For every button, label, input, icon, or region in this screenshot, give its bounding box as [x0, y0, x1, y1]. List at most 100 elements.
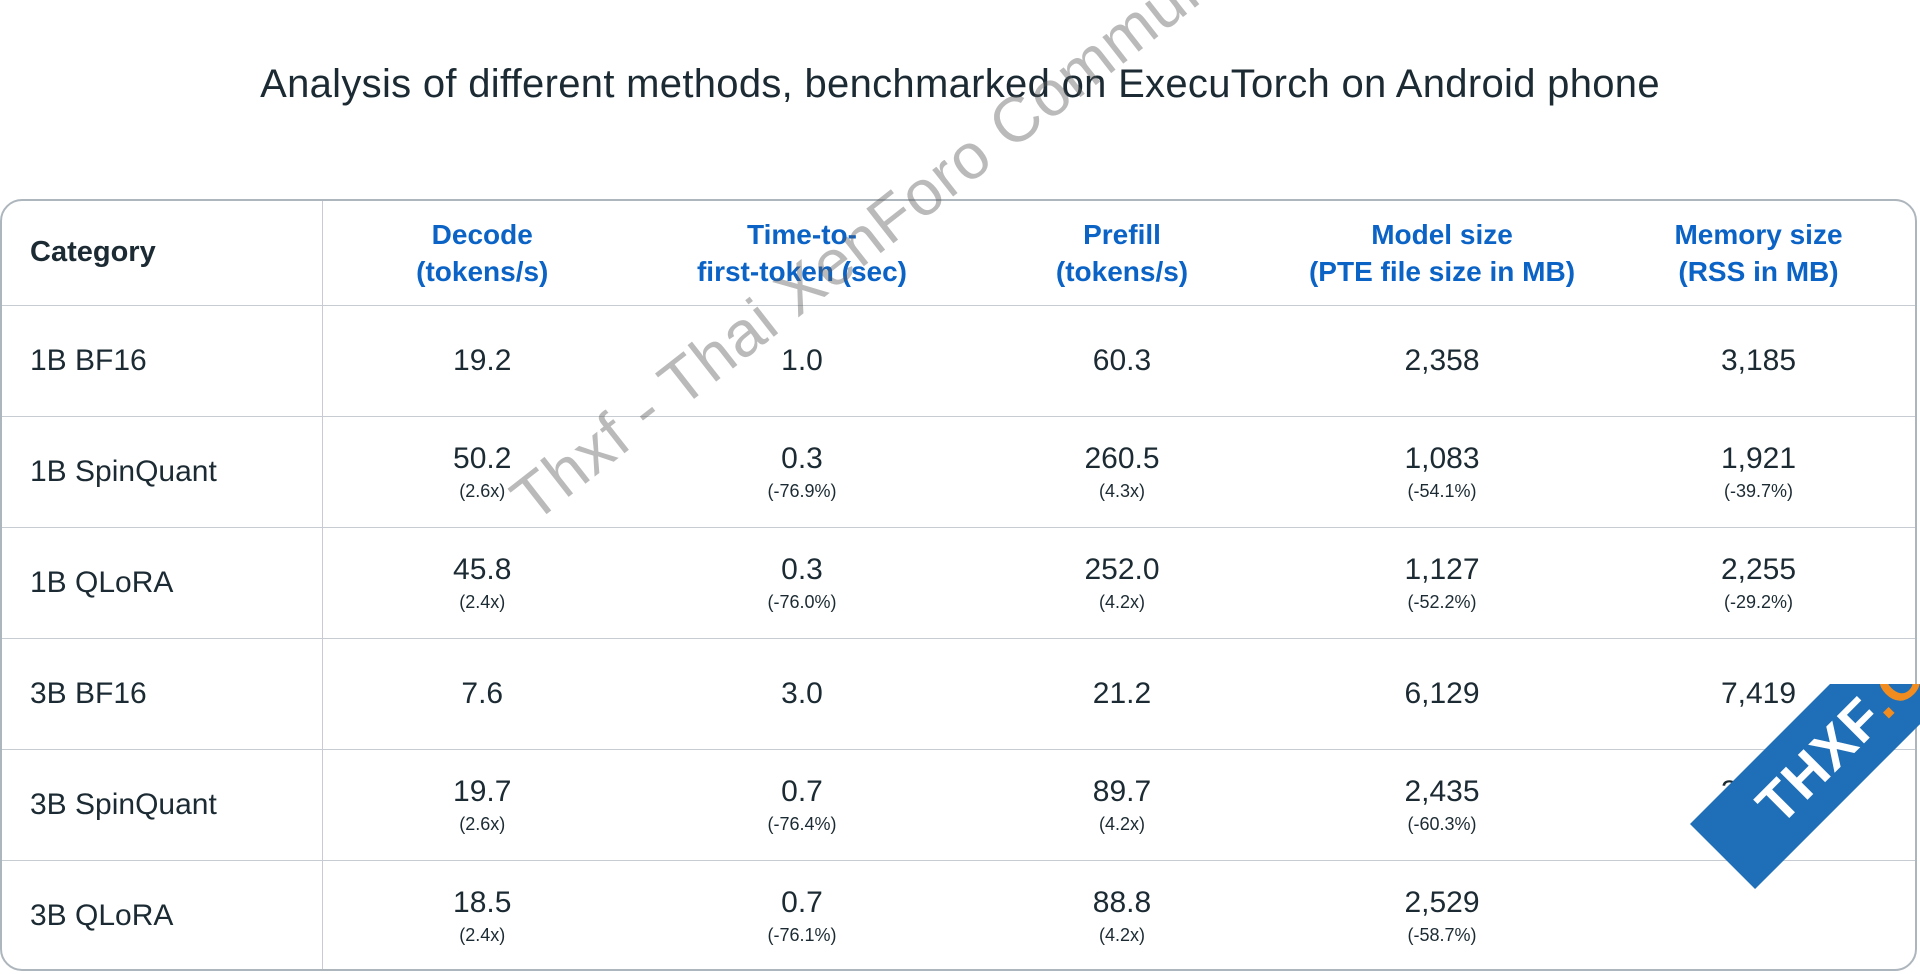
cell-delta: (-76.0%) — [767, 591, 837, 612]
table-row: 1B QLoRA 45.8 (2.4x) 0.3 (-76.0%) 252.0 (4.2x)… — [2, 527, 1915, 639]
cell-delta: (4.2x) — [1098, 924, 1145, 945]
cell-value: 7,419 — [1720, 676, 1797, 710]
cell-delta: (-52.2%) — [1407, 591, 1477, 612]
table-cell: 6,129 — [1282, 638, 1602, 750]
cell-delta: (2.4x) — [459, 591, 506, 612]
cell-value: 2,358 — [1404, 343, 1480, 377]
cell-value: 60.3 — [1092, 343, 1152, 377]
column-header-line: Prefill — [1083, 218, 1161, 250]
table-cell: 21.2 — [962, 638, 1282, 750]
cell-delta: (2.6x) — [459, 813, 506, 834]
table-cell: 45.8 (2.4x) — [322, 527, 642, 639]
cell-delta: (4.2x) — [1098, 591, 1145, 612]
column-header-line: (RSS in MB) — [1678, 255, 1839, 287]
table-cell: 60.3 — [962, 305, 1282, 417]
cell-delta: (2.6x) — [459, 480, 506, 501]
cell-value: 0.7 — [781, 774, 823, 808]
row-category: 3B QLoRA — [2, 860, 323, 969]
cell-value: 1,921 — [1720, 441, 1797, 475]
cell-value: 3.0 — [781, 676, 823, 710]
cell-value: 0.3 — [781, 552, 823, 586]
column-header-decode: Decode (tokens/s) — [322, 201, 642, 306]
column-header-memory-size: Memory size (RSS in MB) — [1602, 201, 1915, 306]
column-header-ttft: Time-to- first-token (sec) — [642, 201, 962, 306]
cell-value: 50.2 — [453, 441, 512, 475]
table-row: 1B BF16 19.2 1.0 60.3 2,358 3,185 — [2, 305, 1915, 417]
table-cell: 260.5 (4.3x) — [962, 416, 1282, 528]
cell-value: 252.0 — [1084, 552, 1160, 586]
table-row: 3B SpinQuant 19.7 (2.6x) 0.7 (-76.4%) 89.7 (4.… — [2, 749, 1915, 861]
column-header-line: (PTE file size in MB) — [1308, 255, 1576, 287]
cell-delta: (-58.7%) — [1407, 924, 1477, 945]
cell-delta: (-76.4%) — [767, 813, 837, 834]
table-cell: 88.8 (4.2x) — [962, 860, 1282, 969]
table-cell: 0.3 (-76.0%) — [642, 527, 962, 639]
cell-delta: (-54.1%) — [1407, 480, 1477, 501]
cell-value: 45.8 — [453, 552, 512, 586]
cell-value: 3,185 — [1720, 343, 1797, 377]
column-header-category: Category — [2, 201, 323, 306]
table-cell: 7.6 — [322, 638, 642, 750]
table-cell: 2,529 (-58.7%) — [1282, 860, 1602, 969]
table-header-row: Category Decode (tokens/s) Time-to- firs… — [2, 201, 1915, 306]
column-header-line: Model size — [1371, 218, 1513, 250]
cell-delta: (4.3x) — [1098, 480, 1145, 501]
cell-value: 0.3 — [781, 441, 823, 475]
table-cell: 1,127 (-52.2%) — [1282, 527, 1602, 639]
table-cell: 3,185 — [1602, 305, 1915, 417]
table-row: 3B QLoRA 18.5 (2.4x) 0.7 (-76.1%) 88.8 (4.2x) 2… — [2, 860, 1915, 969]
table-cell: 50.2 (2.6x) — [322, 416, 642, 528]
row-category: 1B QLoRA — [2, 527, 323, 639]
cell-value: 2,435 — [1404, 774, 1480, 808]
cell-value: 19.7 — [453, 774, 512, 808]
column-header-prefill: Prefill (tokens/s) — [962, 201, 1282, 306]
row-category: 3B SpinQuant — [2, 749, 323, 861]
table-cell: 1.0 — [642, 305, 962, 417]
cell-value: 260.5 — [1084, 441, 1160, 475]
cell-value: 2,529 — [1404, 885, 1480, 919]
cell-delta: (-60.3%) — [1407, 813, 1477, 834]
row-category: 3B BF16 — [2, 638, 323, 750]
table-cell: 19.2 — [322, 305, 642, 417]
cell-value: 1,083 — [1404, 441, 1480, 475]
table-row: 1B SpinQuant 50.2 (2.6x) 0.3 (-76.9%) 260.5 (4… — [2, 416, 1915, 528]
cell-delta: (2.4x) — [459, 924, 506, 945]
cell-value: 2,255 — [1720, 552, 1797, 586]
table-cell: 2,358 — [1282, 305, 1602, 417]
table-cell: 19.7 (2.6x) — [322, 749, 642, 861]
table-cell: 18.5 (2.4x) — [322, 860, 642, 969]
column-header-model-size: Model size (PTE file size in MB) — [1282, 201, 1602, 306]
table-cell: 2,435 (-60.3%) — [1282, 749, 1602, 861]
table-cell — [1602, 860, 1915, 969]
row-category: 1B SpinQuant — [2, 416, 323, 528]
table-body: 1B BF16 19.2 1.0 60.3 2,358 3,185 1B SpinQuant… — [2, 305, 1915, 969]
table-cell: 3,726 (-49.8%) — [1602, 749, 1915, 861]
table-cell: 252.0 (4.2x) — [962, 527, 1282, 639]
column-header-line: Decode — [431, 218, 533, 250]
cell-value: 1,127 — [1404, 552, 1480, 586]
cell-value: 3,726 — [1720, 774, 1797, 808]
table-row: 3B BF16 7.6 3.0 21.2 6,129 7,419 — [2, 638, 1915, 750]
cell-delta: (-49.8%) — [1723, 813, 1794, 834]
table-cell: 0.3 (-76.9%) — [642, 416, 962, 528]
column-header-line: Time-to- — [747, 218, 857, 250]
cell-value: 6,129 — [1404, 676, 1480, 710]
cell-value: 19.2 — [453, 343, 512, 377]
benchmark-table-container: Category Decode (tokens/s) Time-to- firs… — [0, 199, 1917, 971]
cell-delta: (-76.9%) — [767, 480, 837, 501]
cell-value: 89.7 — [1092, 774, 1152, 808]
cell-delta: (-29.2%) — [1723, 591, 1794, 612]
benchmark-table: Category Decode (tokens/s) Time-to- firs… — [2, 201, 1915, 969]
cell-value: 7.6 — [461, 676, 504, 710]
table-cell: 0.7 (-76.1%) — [642, 860, 962, 969]
column-header-line: (tokens/s) — [416, 255, 549, 287]
cell-value: 1.0 — [781, 343, 823, 377]
cell-value: 88.8 — [1092, 885, 1152, 919]
cell-delta: (-39.7%) — [1723, 480, 1794, 501]
page-title: Analysis of different methods, benchmark… — [260, 62, 1660, 106]
cell-value: 18.5 — [453, 885, 512, 919]
table-cell: 1,921 (-39.7%) — [1602, 416, 1915, 528]
table-cell: 2,255 (-29.2%) — [1602, 527, 1915, 639]
table-cell: 89.7 (4.2x) — [962, 749, 1282, 861]
column-header-line: (tokens/s) — [1055, 255, 1189, 287]
